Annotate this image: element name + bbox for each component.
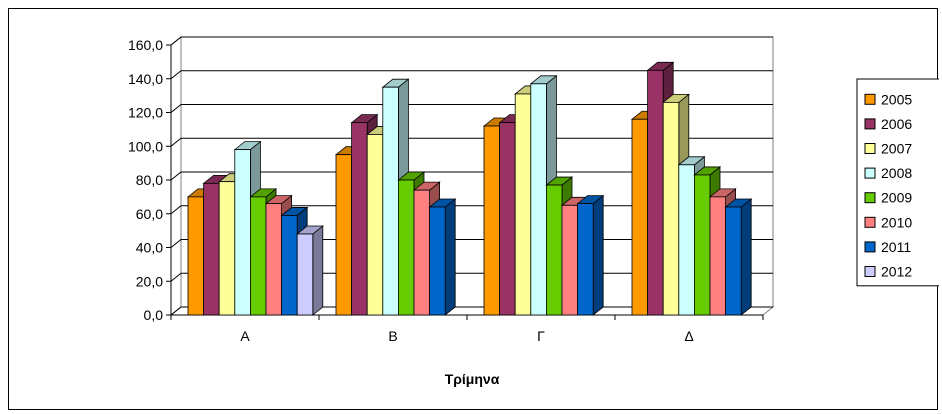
bar-2011-Δ xyxy=(724,198,753,316)
bar-front xyxy=(514,93,532,316)
legend-item-2008: 2008 xyxy=(864,165,912,181)
bar-front xyxy=(561,204,579,316)
x-tick-label: Δ xyxy=(684,328,693,344)
legend-item-2006: 2006 xyxy=(864,116,912,132)
bar-front xyxy=(694,174,711,316)
legend-swatch xyxy=(864,266,876,277)
y-tick-label: 60,0 xyxy=(136,206,163,222)
bar-front xyxy=(335,154,353,316)
y-tick-label: 20,0 xyxy=(136,273,163,289)
legend-swatch xyxy=(864,192,876,204)
legend-item-2010: 2010 xyxy=(864,214,912,230)
bar-front xyxy=(429,206,446,316)
y-tick-label: 0,0 xyxy=(144,307,164,323)
bar-front xyxy=(265,203,283,316)
x-tick-label: Α xyxy=(240,328,250,344)
bar-side xyxy=(444,198,456,316)
y-tick-label: 80,0 xyxy=(136,172,163,188)
bar-front xyxy=(234,149,251,316)
x-tick-label: Β xyxy=(388,328,397,344)
bar-chart: 0,020,040,060,080,0100,0120,0140,0160,0 … xyxy=(128,35,939,387)
gridline xyxy=(170,36,773,46)
legend-label: 2010 xyxy=(881,214,912,230)
bar-front xyxy=(296,233,314,316)
y-tick-label: 120,0 xyxy=(128,105,163,121)
gridline xyxy=(170,137,773,147)
bar-front xyxy=(499,122,516,316)
legend: 2005 2006 2007 2008 2009 2010 2011 2012 xyxy=(856,78,939,287)
bar-front xyxy=(662,101,680,316)
gridline xyxy=(170,171,773,181)
legend-swatch xyxy=(864,143,876,154)
bar-front xyxy=(577,203,594,316)
legend-item-2011: 2011 xyxy=(864,239,911,255)
legend-swatch xyxy=(864,167,876,179)
bar-2011-Β xyxy=(428,198,457,316)
bar-front xyxy=(631,118,649,316)
legend-label: 2007 xyxy=(881,141,912,157)
bar-front xyxy=(678,164,695,316)
legend-label: 2009 xyxy=(881,190,912,206)
chart-frame: 0,0 20,0 40,0 60,0 80,0 100,0 120,0 140,0 160,0 … xyxy=(8,8,939,410)
bar-2012-Α xyxy=(296,225,324,316)
legend-item-2012: 2012 xyxy=(864,264,912,280)
legend-item-2007: 2007 xyxy=(864,141,912,157)
gridline xyxy=(170,70,773,80)
bar-front xyxy=(351,122,368,316)
bar-front xyxy=(366,134,384,316)
y-tick-label: 100,0 xyxy=(128,138,163,154)
x-tick-label: Γ xyxy=(537,328,545,344)
bar-front xyxy=(203,182,220,316)
bar-front xyxy=(249,196,267,316)
bar-front xyxy=(530,83,547,316)
legend-item-2009: 2009 xyxy=(864,190,912,206)
y-tick-label: 140,0 xyxy=(128,71,163,87)
y-tick-label: 40,0 xyxy=(136,240,163,256)
legend-swatch xyxy=(864,118,876,130)
bar-front xyxy=(382,86,399,316)
legend-label: 2005 xyxy=(881,91,912,107)
bar-side xyxy=(740,198,752,316)
bar-front xyxy=(187,196,205,316)
legend-item-2005: 2005 xyxy=(864,91,912,107)
bar-side xyxy=(312,225,324,316)
bar-front xyxy=(281,215,298,316)
legend-swatch xyxy=(864,216,876,228)
bar-front xyxy=(647,69,664,316)
legend-label: 2008 xyxy=(881,165,912,181)
legend-label: 2011 xyxy=(881,239,911,255)
bar-front xyxy=(546,184,563,316)
bar-front xyxy=(397,179,415,316)
bar-side xyxy=(592,194,604,316)
bar-front xyxy=(483,125,501,316)
bar-2011-Γ xyxy=(576,194,605,316)
bar-front xyxy=(413,189,431,316)
legend-swatch xyxy=(864,241,876,253)
legend-label: 2006 xyxy=(881,116,912,132)
x-axis-title: Τρίμηνα xyxy=(445,371,500,387)
bar-front xyxy=(725,206,742,316)
y-tick-label: 160,0 xyxy=(128,37,163,53)
bar-front xyxy=(709,196,727,316)
legend-swatch xyxy=(864,93,876,105)
bar-front xyxy=(218,181,236,316)
gridline xyxy=(170,104,773,113)
legend-label: 2012 xyxy=(881,264,912,280)
